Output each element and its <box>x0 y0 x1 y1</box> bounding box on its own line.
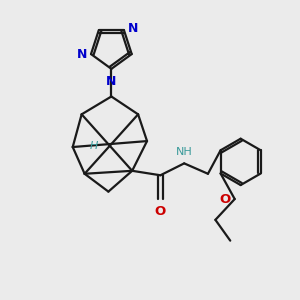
Text: N: N <box>77 48 87 61</box>
Text: N: N <box>106 75 116 88</box>
Text: O: O <box>219 193 230 206</box>
Text: O: O <box>155 205 166 218</box>
Text: N: N <box>128 22 138 35</box>
Text: NH: NH <box>176 147 193 157</box>
Text: H: H <box>89 140 98 151</box>
